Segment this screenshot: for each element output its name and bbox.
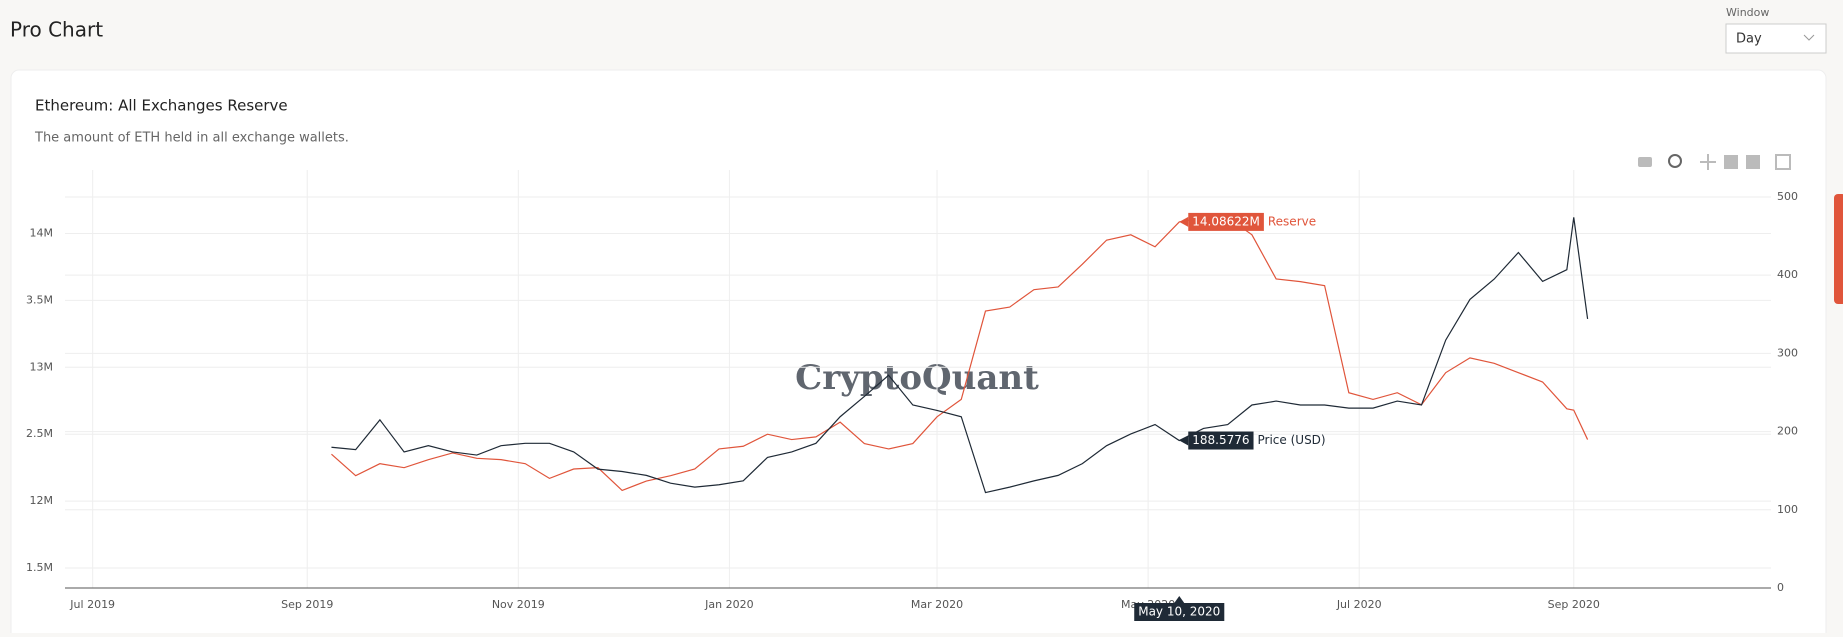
x-tick-label: Nov 2019 <box>492 598 545 611</box>
camera-icon[interactable] <box>1638 157 1652 167</box>
y-tick-label: 14M <box>30 226 54 239</box>
chart-title: Ethereum: All Exchanges Reserve <box>35 97 288 115</box>
y2-tick-label: 300 <box>1777 346 1798 359</box>
hover-series-name: Reserve <box>1268 214 1316 228</box>
x-tick-label: Mar 2020 <box>911 598 963 611</box>
hover-series-name: Price (USD) <box>1258 433 1326 447</box>
hover-value: 14.08622M <box>1192 214 1260 228</box>
pan-icon[interactable] <box>1700 154 1716 170</box>
y-tick-label: 3.5M <box>26 293 53 306</box>
zoom-in-icon[interactable] <box>1724 155 1738 169</box>
hover-date-box <box>1134 603 1225 621</box>
y2-tick-label: 500 <box>1777 190 1798 203</box>
series-line <box>331 217 1589 494</box>
window-label: Window <box>1726 6 1769 19</box>
window-select[interactable]: Day <box>1725 23 1827 54</box>
hover-date-pointer <box>1174 596 1185 603</box>
y2-tick-label: 100 <box>1777 503 1798 516</box>
chart-subtitle: The amount of ETH held in all exchange w… <box>34 131 349 146</box>
y-tick-label: 12M <box>30 494 54 507</box>
watermark: CryptoQuant <box>795 358 1039 398</box>
y-tick-label: 1.5M <box>26 561 53 574</box>
y2-tick-label: 200 <box>1777 425 1798 438</box>
page-title: Pro Chart <box>10 18 103 42</box>
x-tick-label: Jul 2020 <box>1336 598 1382 611</box>
x-tick-label: Jan 2020 <box>704 598 753 611</box>
side-tab[interactable] <box>1834 194 1843 304</box>
hover-box <box>1188 212 1264 231</box>
y-tick-label: 13M <box>30 360 54 373</box>
select-value[interactable]: Day <box>1736 32 1762 47</box>
y2-tick-label: 400 <box>1777 268 1798 281</box>
chevron <box>1803 34 1815 41</box>
hover-pointer <box>1179 435 1189 446</box>
reset-icon[interactable] <box>1775 154 1791 170</box>
toolbar <box>1638 154 1791 170</box>
zoom-out-icon[interactable] <box>1746 155 1760 169</box>
zoom-icon[interactable] <box>1668 154 1682 168</box>
card <box>10 69 1827 637</box>
y-tick-label: 2.5M <box>26 427 53 440</box>
x-tick-label: Sep 2020 <box>1548 598 1600 611</box>
hover-box <box>1188 431 1254 450</box>
hover-value: 188.5776 <box>1192 433 1249 447</box>
select-box[interactable] <box>1725 23 1827 54</box>
x-tick-label: Sep 2019 <box>281 598 333 611</box>
x-tick-label: Jul 2019 <box>69 598 115 611</box>
series-line <box>331 216 1589 492</box>
y2-tick-label: 0 <box>1777 581 1784 594</box>
hover-date: May 10, 2020 <box>1138 605 1220 619</box>
hover-pointer <box>1179 216 1189 227</box>
